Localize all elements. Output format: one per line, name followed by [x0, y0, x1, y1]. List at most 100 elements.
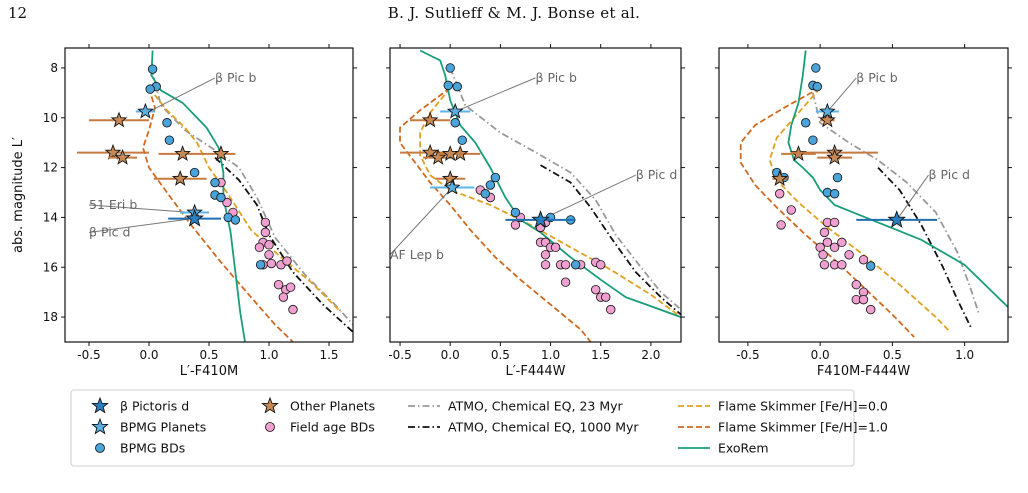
- point-other-planets: [114, 148, 131, 165]
- point-field-bds: [264, 250, 274, 260]
- annotation-leader: [540, 174, 637, 221]
- axes-frame: [718, 47, 1009, 343]
- y-tick-label: 8: [50, 61, 58, 75]
- annotation-leader: [896, 174, 929, 221]
- plot-area: [77, 50, 353, 342]
- legend-label: Flame Skimmer [Fe/H]=0.0: [718, 399, 888, 414]
- point-other-planets: [771, 170, 789, 186]
- point-bpmg-bds: [832, 172, 843, 183]
- point-bpmg-bds: [480, 189, 491, 199]
- point-field-bds: [260, 227, 271, 238]
- legend-marker-bpmg-bds: [95, 443, 105, 453]
- point-bpmg-bds: [255, 260, 266, 270]
- model-curve-exorem: [419, 49, 681, 318]
- model-curve-flame-1: [142, 87, 294, 342]
- point-bpmg-bds: [808, 135, 818, 145]
- running-head: B. J. Sutlieff & M. J. Bonse et al.: [387, 4, 641, 22]
- panel-2: β Pic b β Pic d AF Lep b -0.5 0.0 0.5 1.0 1.5 2.…: [386, 44, 685, 379]
- annotation-leader: [390, 187, 453, 256]
- plot-area: [390, 49, 681, 342]
- x-tick-label: 1.0: [259, 348, 278, 362]
- model-curve-flame-0: [148, 87, 342, 313]
- x-tick-label: 0.0: [441, 348, 460, 362]
- point-field-bds: [819, 260, 830, 270]
- legend-marker-bpmg-planets: [91, 417, 109, 435]
- point-bpmg-bds: [189, 167, 200, 178]
- point-field-bds: [510, 220, 521, 230]
- legend-label: Other Planets: [290, 399, 375, 414]
- point-field-bds: [822, 237, 833, 248]
- legend-label: Flame Skimmer [Fe/H]=1.0: [718, 420, 888, 435]
- model-curve-flame-0: [419, 87, 681, 318]
- point-other-planets: [104, 143, 122, 160]
- x-axis-label: L′-F444W: [505, 364, 565, 379]
- axes-frame: [64, 47, 354, 343]
- point-bpmg-bds: [829, 189, 840, 199]
- x-tick-label: 1.0: [955, 348, 974, 362]
- point-field-bds: [596, 260, 606, 270]
- model-curve-exorem: [787, 50, 1008, 308]
- annotation-label: β Pic b: [215, 70, 257, 85]
- legend-label: BPMG BDs: [120, 441, 185, 456]
- y-tick-label: 12: [43, 161, 58, 175]
- point-field-bds: [278, 292, 289, 302]
- point-field-bds: [837, 237, 847, 248]
- point-bpmg-bds: [216, 192, 226, 203]
- point-other-planets: [826, 148, 843, 165]
- panel-3: β Pic b β Pic d -0.5 0.0 0.5 1.0 F410M-F444W: [715, 44, 1012, 379]
- point-bpmg-bds: [450, 118, 460, 128]
- point-field-bds: [601, 292, 611, 302]
- point-other-planets: [212, 145, 230, 161]
- point-field-bds: [540, 250, 551, 260]
- x-tick-label: 0.0: [139, 348, 158, 362]
- annotation-leader: [455, 77, 536, 112]
- point-field-bds: [829, 242, 840, 253]
- page-header: 12 B. J. Sutlieff & M. J. Bonse et al.: [0, 0, 1028, 24]
- legend: β Pictoris d BPMG Planets BPMG BDs Other Pl…: [70, 389, 888, 467]
- point-field-bds: [282, 256, 292, 266]
- point-other-planets: [441, 170, 459, 186]
- point-bpmg-planets: [446, 102, 464, 119]
- annotation-label: 51 Eri b: [89, 197, 137, 212]
- annotation-leader: [148, 77, 216, 112]
- point-field-bds: [560, 277, 571, 287]
- point-field-bds: [222, 197, 232, 208]
- point-field-bds: [560, 260, 571, 270]
- x-tick-label: -0.5: [77, 348, 100, 362]
- point-field-bds: [260, 217, 271, 228]
- point-field-bds: [786, 205, 796, 215]
- annotation-label: AF Lep b: [390, 247, 444, 262]
- point-field-bds: [273, 279, 284, 290]
- annotation-leader: [88, 218, 193, 233]
- point-field-bds: [866, 304, 876, 315]
- x-axis-label: F410M-F444W: [817, 364, 910, 379]
- point-field-bds: [288, 304, 298, 315]
- panel-1: β Pic b 51 Eri b β Pic d -0.5 0.0 0.5 1.0 1.5 8 1…: [11, 44, 357, 379]
- point-other-planets: [174, 145, 191, 161]
- x-tick-label: 0.5: [883, 348, 902, 362]
- annotation-label: β Pic b: [856, 70, 898, 85]
- point-bpmg-bds: [510, 207, 521, 218]
- point-bpmg-bds: [801, 118, 811, 128]
- point-field-bds: [858, 294, 869, 305]
- point-other-planets: [441, 145, 459, 162]
- model-curve-flame-0: [768, 87, 951, 333]
- point-other-planets: [421, 143, 439, 160]
- y-tick-label: 14: [43, 210, 58, 224]
- point-field-bds: [858, 255, 869, 265]
- y-axis-label: abs. magnitude L′: [11, 137, 26, 253]
- x-tick-label: 1.0: [541, 348, 560, 362]
- point-field-bds: [837, 260, 847, 270]
- point-field-bds: [819, 227, 830, 238]
- point-field-bds: [540, 260, 551, 270]
- model-curve-atmo-23: [449, 67, 681, 311]
- point-bpmg-bds: [570, 260, 581, 270]
- model-curve-atmo-1000: [877, 166, 973, 330]
- annotation-leader: [826, 77, 857, 112]
- model-curve-atmo-23: [150, 67, 353, 326]
- legend-marker-field-bds: [265, 422, 275, 432]
- legend-marker-other-planets: [261, 396, 279, 414]
- annotation-label: β Pic d: [929, 167, 970, 182]
- point-bpmg-bds: [164, 135, 175, 145]
